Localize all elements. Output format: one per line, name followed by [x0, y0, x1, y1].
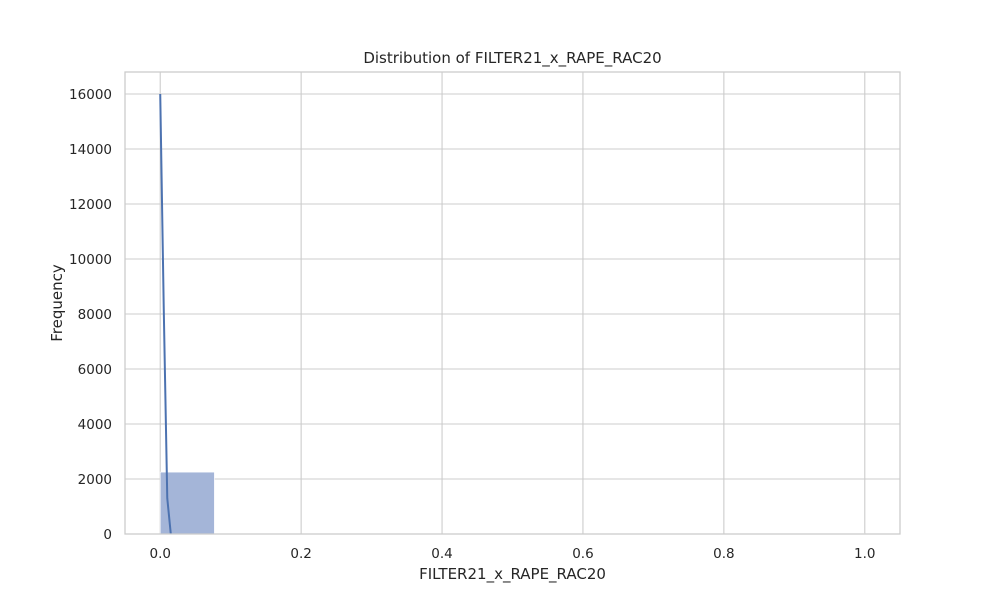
kde-layer	[159, 93, 172, 535]
bar-layer	[159, 471, 866, 535]
grid-layer	[125, 72, 900, 535]
y-tick-label: 12000	[69, 197, 112, 213]
y-axis-label: Frequency	[48, 264, 66, 342]
y-tick-label: 14000	[69, 142, 112, 158]
y-tick-label: 16000	[69, 87, 112, 103]
x-tick-label: 0.8	[713, 546, 734, 562]
kde-line	[159, 93, 172, 535]
x-axis-label: FILTER21_x_RAPE_RAC20	[419, 565, 606, 584]
y-tick-label: 10000	[69, 252, 112, 268]
y-tick-label: 6000	[78, 362, 112, 378]
y-tick-label: 2000	[78, 472, 112, 488]
plot-frame	[124, 71, 901, 535]
x-tick-label: 0.2	[290, 546, 311, 562]
x-tick-label: 0.6	[572, 546, 593, 562]
x-tick-label: 0.0	[149, 546, 170, 562]
y-tick-label: 8000	[78, 307, 112, 323]
y-tick-label: 4000	[78, 417, 112, 433]
tick-layer: 0.0 0.2 0.4 0.6 0.8 1.0 0 2000 4000 6000 8000 10000…	[69, 87, 875, 562]
x-tick-label: 0.4	[431, 546, 452, 562]
y-tick-label: 0	[103, 527, 112, 543]
chart-title: Distribution of FILTER21_x_RAPE_RAC20	[363, 49, 661, 68]
x-tick-label: 1.0	[854, 546, 875, 562]
